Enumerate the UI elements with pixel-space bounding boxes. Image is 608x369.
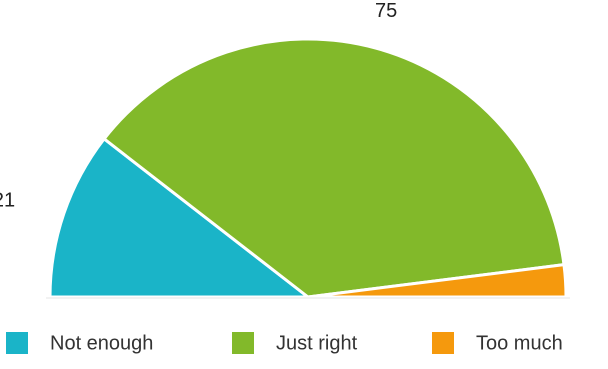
legend-item-not-enough: Not enough (6, 332, 153, 354)
legend-swatch-too-much (432, 332, 454, 354)
legend-swatch-not-enough (6, 332, 28, 354)
legend-label-just-right: Just right (276, 332, 358, 354)
data-label-just-right: 75 (375, 0, 397, 22)
pie-slice-just-right (102, 37, 566, 299)
legend-swatch-just-right (232, 332, 254, 354)
data-labels: 21754 (0, 0, 397, 211)
pie-slices (46, 37, 570, 299)
legend-label-not-enough: Not enough (50, 332, 153, 354)
chart-legend: Not enough Just right Too much (6, 332, 563, 354)
pie-slice-not-enough (48, 137, 310, 299)
legend-item-too-much: Too much (432, 332, 563, 354)
pie-slice-too-much (306, 263, 568, 299)
legend-item-just-right: Just right (232, 332, 358, 354)
data-label-not-enough: 21 (0, 189, 15, 211)
legend-label-too-much: Too much (476, 332, 563, 354)
